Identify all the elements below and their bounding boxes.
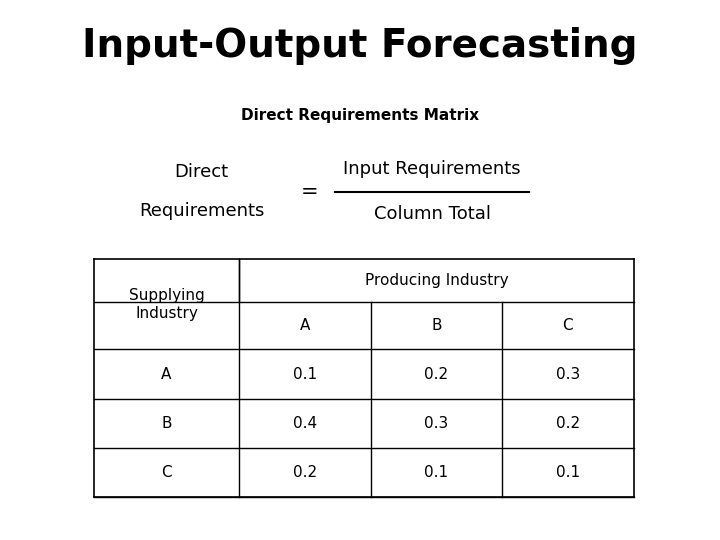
Text: 0.4: 0.4 — [293, 416, 318, 430]
Text: Input-Output Forecasting: Input-Output Forecasting — [82, 27, 638, 65]
Text: Producing Industry: Producing Industry — [365, 273, 508, 288]
Text: 0.1: 0.1 — [293, 367, 318, 382]
Text: Direct Requirements Matrix: Direct Requirements Matrix — [241, 108, 479, 123]
Text: 0.2: 0.2 — [293, 465, 318, 480]
Text: C: C — [562, 318, 573, 333]
Text: Supplying
Industry: Supplying Industry — [129, 288, 204, 321]
Text: B: B — [161, 416, 172, 430]
Text: 0.3: 0.3 — [556, 367, 580, 382]
Text: 0.1: 0.1 — [424, 465, 449, 480]
Text: Input Requirements: Input Requirements — [343, 160, 521, 178]
Text: =: = — [301, 181, 318, 202]
Text: C: C — [161, 465, 172, 480]
Text: Requirements: Requirements — [139, 202, 264, 220]
Text: 0.3: 0.3 — [424, 416, 449, 430]
Text: B: B — [431, 318, 442, 333]
Text: Column Total: Column Total — [374, 205, 490, 223]
Text: 0.1: 0.1 — [556, 465, 580, 480]
Text: 0.2: 0.2 — [556, 416, 580, 430]
Text: 0.2: 0.2 — [424, 367, 449, 382]
Text: A: A — [161, 367, 171, 382]
Text: A: A — [300, 318, 310, 333]
Text: Direct: Direct — [174, 163, 229, 181]
